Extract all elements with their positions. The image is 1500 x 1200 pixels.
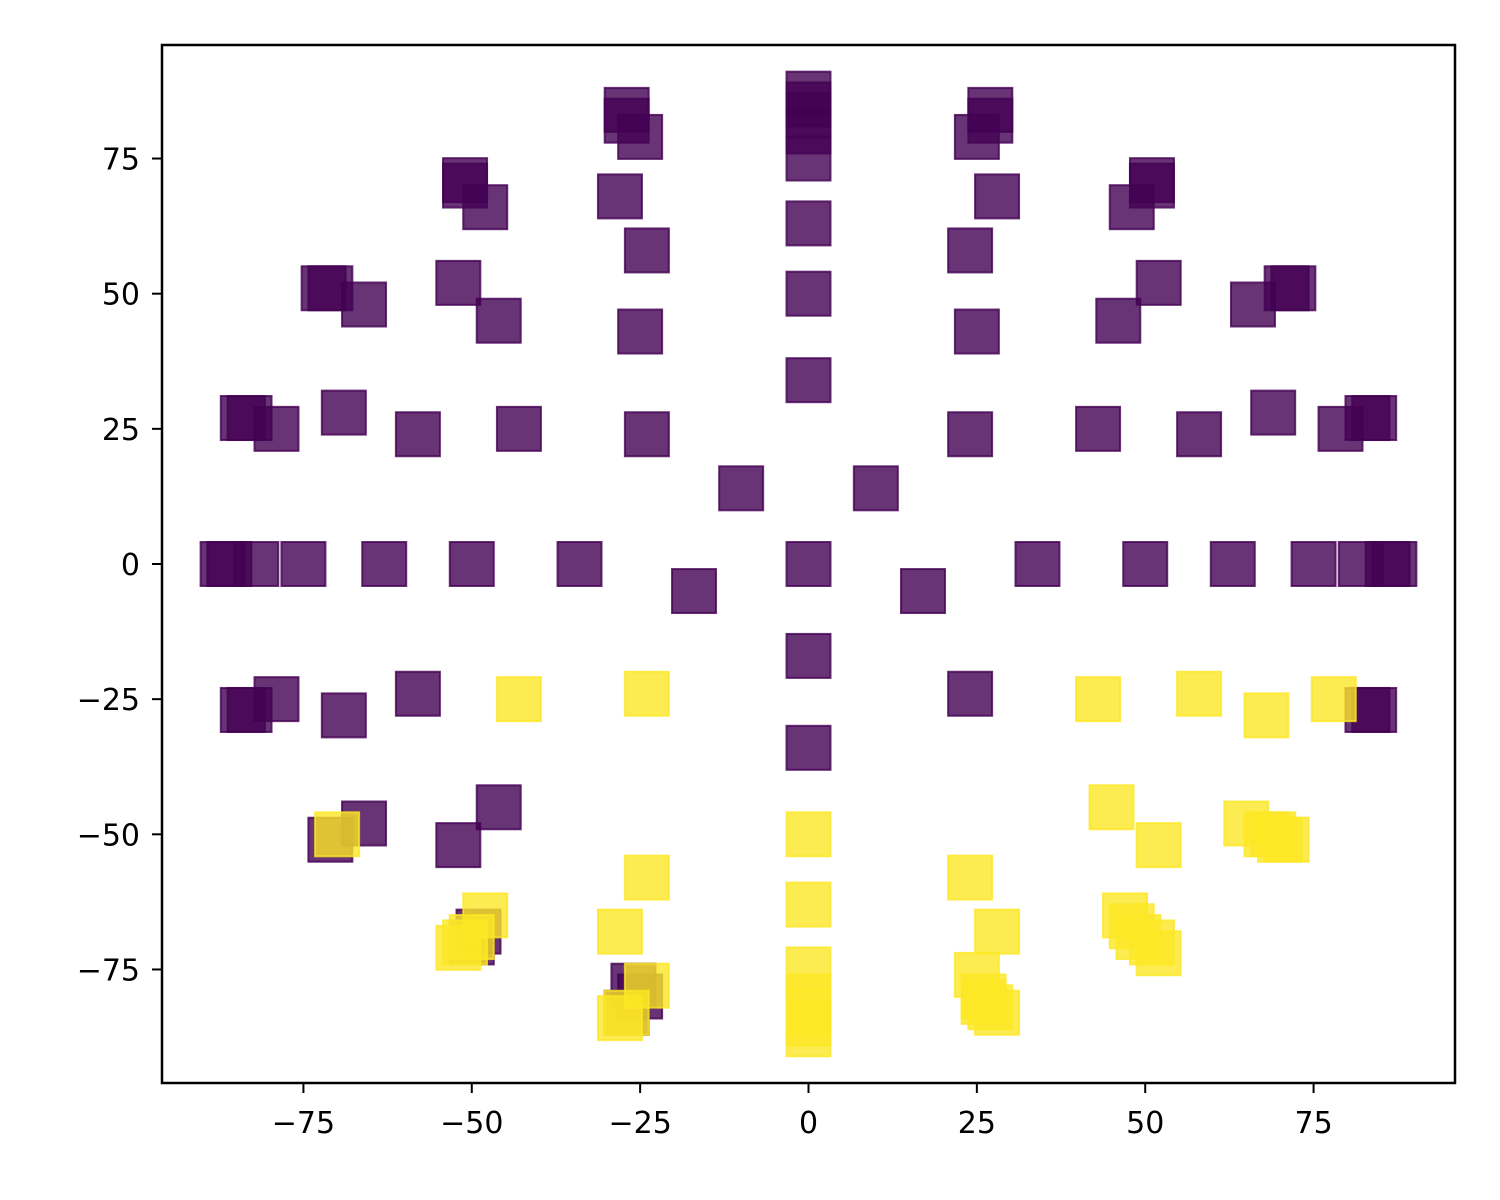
marker-yellow-3 <box>1176 670 1223 717</box>
marker-yellow-35 <box>785 811 832 858</box>
marker-purple-71 <box>1371 541 1418 587</box>
marker-yellow-13 <box>1263 816 1310 863</box>
y-tick-label: 75 <box>102 143 140 178</box>
marker-purple-64 <box>899 568 946 615</box>
marker-purple-42 <box>341 281 388 328</box>
x-tick-label: 50 <box>1126 1106 1164 1141</box>
y-tick-label: −25 <box>77 683 140 718</box>
marker-yellow-34 <box>1135 930 1182 977</box>
marker-purple-59 <box>448 541 495 587</box>
marker-yellow-7 <box>1088 784 1135 831</box>
marker-purple-66 <box>1122 541 1169 587</box>
marker-yellow-2 <box>1075 676 1122 723</box>
marker-purple-14 <box>596 173 643 220</box>
marker-purple-81 <box>435 822 482 869</box>
marker-purple-21 <box>974 173 1021 220</box>
marker-purple-20 <box>953 113 1000 160</box>
marker-purple-39 <box>1176 411 1223 458</box>
marker-purple-82 <box>475 784 522 831</box>
marker-purple-74 <box>253 676 300 723</box>
x-axis: −75 −50 −25 0 25 50 75 <box>272 1083 1333 1141</box>
marker-yellow-1 <box>623 670 670 717</box>
markers-layer <box>199 70 1418 1058</box>
marker-purple-36 <box>1135 259 1182 306</box>
marker-purple-8 <box>785 541 832 587</box>
marker-purple-56 <box>233 541 280 587</box>
y-tick-label: 0 <box>121 548 140 583</box>
marker-purple-53 <box>1317 405 1364 452</box>
y-tick-label: −50 <box>77 818 140 853</box>
marker-purple-63 <box>852 465 899 512</box>
marker-purple-6 <box>785 270 832 317</box>
x-tick-label: 25 <box>958 1106 996 1141</box>
marker-purple-43 <box>320 389 367 436</box>
marker-purple-22 <box>947 227 994 274</box>
marker-yellow-4 <box>1243 692 1290 739</box>
marker-yellow-6 <box>314 811 361 858</box>
marker-purple-28 <box>462 184 509 231</box>
x-tick-label: −25 <box>608 1106 671 1141</box>
marker-yellow-5 <box>1310 676 1357 723</box>
marker-yellow-41 <box>785 1011 832 1058</box>
x-tick-label: 0 <box>799 1106 818 1141</box>
x-tick-label: −75 <box>272 1106 335 1141</box>
marker-purple-17 <box>623 411 670 458</box>
marker-yellow-0 <box>495 676 542 723</box>
marker-purple-46 <box>253 405 300 452</box>
marker-purple-35 <box>1108 184 1155 231</box>
y-tick-label: −75 <box>77 953 140 988</box>
marker-purple-23 <box>953 308 1000 355</box>
y-tick-label: 50 <box>102 278 140 313</box>
marker-purple-24 <box>947 411 994 458</box>
marker-purple-7 <box>785 357 832 404</box>
marker-purple-5 <box>785 200 832 247</box>
marker-purple-16 <box>617 308 664 355</box>
marker-yellow-29 <box>974 989 1021 1036</box>
marker-purple-37 <box>1095 297 1142 344</box>
marker-purple-25 <box>947 670 994 717</box>
marker-yellow-18 <box>596 908 643 955</box>
marker-purple-31 <box>394 411 441 458</box>
marker-purple-10 <box>785 724 832 771</box>
marker-purple-62 <box>718 465 765 512</box>
marker-purple-60 <box>556 541 603 587</box>
marker-purple-57 <box>280 541 327 587</box>
marker-purple-50 <box>1250 389 1297 436</box>
marker-yellow-19 <box>623 854 670 901</box>
marker-purple-75 <box>320 692 367 739</box>
marker-purple-4 <box>785 135 832 182</box>
marker-yellow-36 <box>785 881 832 928</box>
marker-yellow-8 <box>1135 822 1182 869</box>
marker-purple-30 <box>475 297 522 344</box>
marker-purple-49 <box>1229 281 1276 328</box>
marker-yellow-23 <box>947 854 994 901</box>
y-tick-label: 25 <box>102 413 140 448</box>
marker-yellow-22 <box>596 995 643 1042</box>
marker-purple-38 <box>1075 405 1122 452</box>
marker-purple-76 <box>394 670 441 717</box>
y-axis: −75 −50 −25 0 25 50 75 <box>77 143 162 988</box>
marker-purple-68 <box>1290 541 1337 587</box>
marker-purple-65 <box>1014 541 1061 587</box>
marker-yellow-17 <box>442 919 489 966</box>
marker-purple-9 <box>785 632 832 679</box>
marker-purple-61 <box>671 568 718 615</box>
marker-purple-13 <box>617 113 664 160</box>
marker-purple-58 <box>361 541 408 587</box>
marker-yellow-24 <box>974 908 1021 955</box>
marker-purple-29 <box>435 259 482 306</box>
x-tick-label: 75 <box>1294 1106 1332 1141</box>
x-tick-label: −50 <box>440 1106 503 1141</box>
marker-purple-15 <box>623 227 670 274</box>
marker-purple-67 <box>1209 541 1256 587</box>
marker-purple-32 <box>495 405 542 452</box>
